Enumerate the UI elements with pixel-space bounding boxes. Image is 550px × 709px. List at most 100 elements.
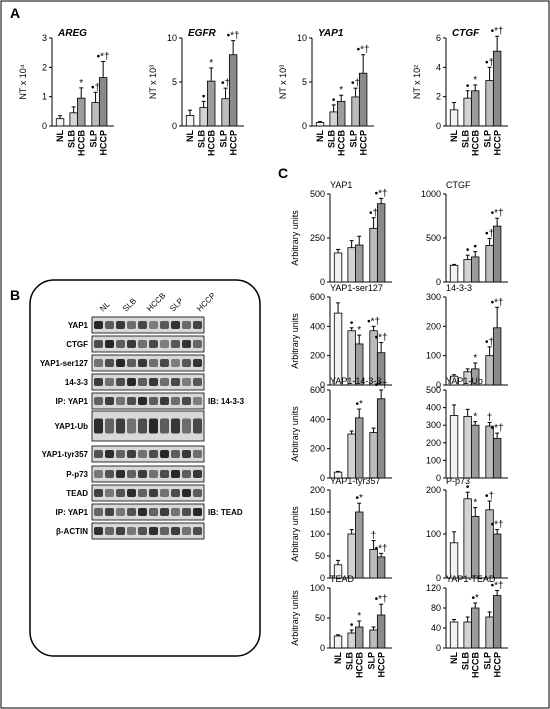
blot-band <box>160 321 169 329</box>
chart-title: YAP1-14-3-3 <box>330 376 381 386</box>
blot-band <box>182 450 191 458</box>
blot-band <box>105 470 114 478</box>
blot-band <box>138 321 147 329</box>
significance-mark: •*† <box>491 520 504 531</box>
y-tick-label: 0 <box>42 121 47 131</box>
blot-row-label: IP: YAP1 <box>56 508 89 517</box>
blot-band <box>193 321 202 329</box>
significance-mark: * <box>357 611 361 622</box>
x-tick-label: HCCB <box>206 130 216 156</box>
y-tick-label: 300 <box>426 292 441 302</box>
bar <box>355 244 364 283</box>
y-tick-label: 200 <box>310 444 325 454</box>
x-tick-label: HCCP <box>358 130 368 156</box>
x-tick-label: SLB <box>344 651 354 670</box>
blot-band <box>116 450 125 458</box>
significance-mark: •*† <box>491 26 504 37</box>
significance-mark: •*† <box>375 332 388 343</box>
chart-yap1-14-3-3: YAP1-14-3-3 0 200 400 600 Arbitrary units •* •*… <box>290 376 392 483</box>
chart-14-3-3: 14-3-3 0 100 200 300 * •† •*† <box>426 283 508 390</box>
blot-band <box>127 340 136 348</box>
x-tick-label: NL <box>55 130 65 142</box>
y-tick-label: 150 <box>310 507 325 517</box>
significance-mark: •*† <box>375 380 388 391</box>
significance-mark: •*† <box>491 208 504 219</box>
blot-band <box>116 340 125 348</box>
y-tick-label: 200 <box>426 321 441 331</box>
blot-band <box>105 397 114 405</box>
blot-band <box>160 340 169 348</box>
blot-band <box>193 397 202 405</box>
y-axis-label: NT x 10³ <box>148 65 158 99</box>
blot-band <box>127 450 136 458</box>
bar <box>355 511 364 579</box>
blot-band <box>193 340 202 348</box>
blot-row-label: YAP1-Ub <box>55 422 89 431</box>
significance-mark: * <box>357 325 361 336</box>
blot-band <box>127 508 136 516</box>
significance-mark: •* <box>356 399 364 410</box>
bar <box>347 632 356 649</box>
blot-band <box>160 527 169 535</box>
blot-row-label: P-p73 <box>66 470 88 479</box>
bar <box>449 621 459 649</box>
significance-mark: •*† <box>491 581 504 592</box>
bar <box>449 264 459 283</box>
blot-band <box>116 378 125 386</box>
blot-band <box>171 508 180 516</box>
y-tick-label: 100 <box>426 455 441 465</box>
y-tick-label: 100 <box>426 529 441 539</box>
blot-band <box>182 378 191 386</box>
blot-band <box>116 418 125 434</box>
x-tick-label: HCCP <box>376 652 386 678</box>
bar <box>98 77 108 127</box>
blot-band <box>138 489 147 497</box>
bar <box>333 312 343 386</box>
significance-mark: •*† <box>491 297 504 308</box>
blot-band <box>127 321 136 329</box>
y-tick-label: 2 <box>436 92 441 102</box>
x-tick-label: SLB <box>460 651 470 670</box>
blot-band <box>94 489 103 497</box>
chart-areg: AREG 0 1 2 3 NT x 10⁴ * •† •*† NL SLB HCCB SLP HCCP <box>18 28 114 156</box>
y-tick-label: 500 <box>426 233 441 243</box>
y-tick-label: 0 <box>436 380 441 390</box>
blot-band <box>171 527 180 535</box>
blot-band <box>182 527 191 535</box>
blot-band <box>182 489 191 497</box>
chart-egfr: EGFR 0 5 10 NT x 10³ • * •† •*† NL SLB HCCB SLP HCCP <box>148 28 244 156</box>
chart-title: YAP1-TEAD <box>446 574 496 584</box>
y-tick-label: 100 <box>310 529 325 539</box>
blot-band <box>171 450 180 458</box>
bar <box>315 122 325 127</box>
panel-label-c: C <box>278 165 288 181</box>
chart-title: EGFR <box>188 28 217 39</box>
bar <box>492 595 502 649</box>
significance-mark: * <box>473 412 477 423</box>
y-tick-label: 200 <box>310 485 325 495</box>
bar <box>207 80 216 127</box>
blot-band <box>171 489 180 497</box>
blot-band <box>138 527 147 535</box>
significance-mark: •† <box>485 57 494 68</box>
blot-row-label: IP: YAP1 <box>56 397 89 406</box>
blot-band <box>182 508 191 516</box>
x-tick-label: SLB <box>326 129 336 148</box>
blot-band <box>105 450 114 458</box>
blot-band <box>160 397 169 405</box>
y-tick-label: 400 <box>426 403 441 413</box>
chart-title: TEAD <box>330 574 355 584</box>
bar <box>369 227 378 283</box>
blot-band <box>149 340 158 348</box>
y-tick-label: 500 <box>310 189 325 199</box>
blot-band <box>94 359 103 367</box>
y-tick-label: 4 <box>436 62 441 72</box>
chart-yap1-tead: YAP1-TEAD 0 40 80 120 •* •*† NL SLB HCCB SLP HCCP <box>426 574 508 678</box>
significance-mark: •*† <box>357 45 370 56</box>
bar <box>333 635 343 649</box>
bar <box>351 96 360 127</box>
bar <box>376 614 386 649</box>
chart-yap1-tyr357: YAP1-tyr357 0 50 100 150 200 Arbitrary units •*… <box>290 476 392 583</box>
x-tick-label: HCCB <box>76 130 86 156</box>
